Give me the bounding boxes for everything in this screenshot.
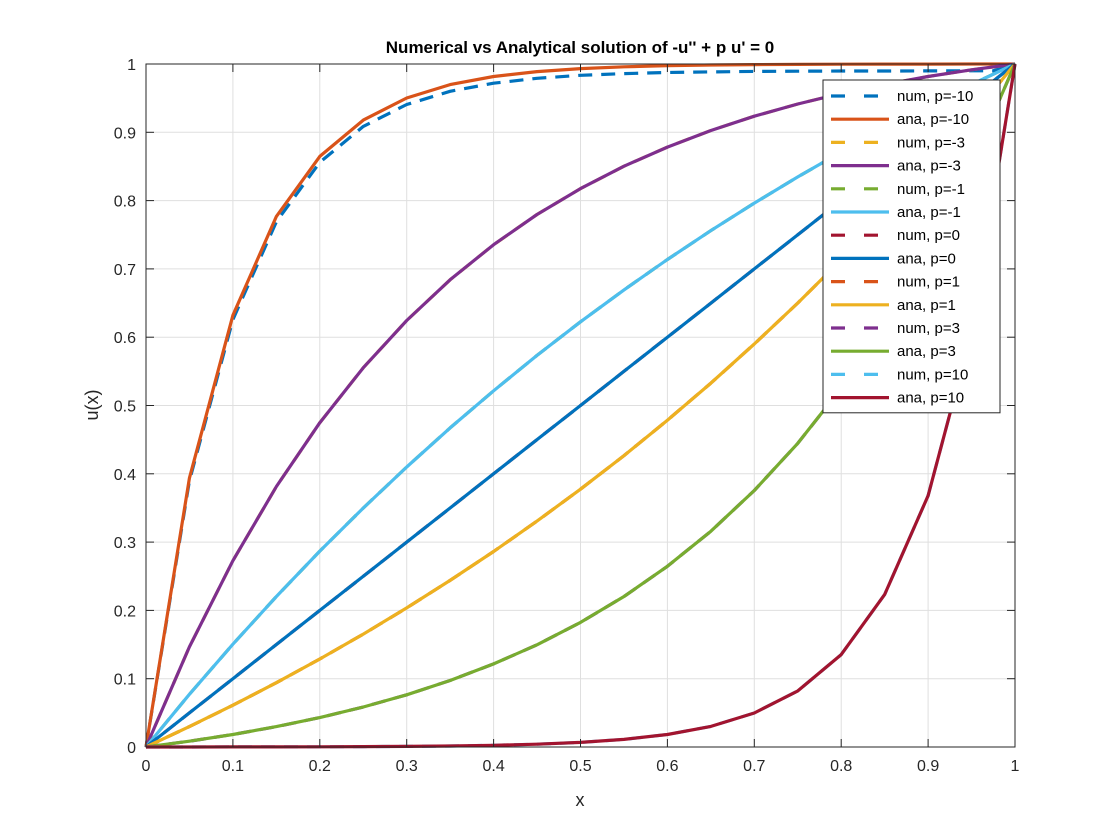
legend-entry: num, p=-1 — [897, 181, 965, 198]
legend-entry: ana, p=3 — [897, 343, 956, 360]
y-axis-label: u(x) — [82, 390, 102, 421]
y-tick-label: 0.5 — [114, 399, 136, 416]
y-tick-label: 1 — [127, 57, 136, 74]
x-tick-label: 0.5 — [569, 758, 591, 775]
legend-entry: num, p=3 — [897, 320, 960, 337]
y-tick-label: 0.9 — [114, 125, 136, 142]
legend-entry: num, p=0 — [897, 227, 960, 244]
legend: num, p=-10 ana, p=-10 num, p=-3 ana, p=-3 nu… — [822, 79, 1001, 414]
y-tick-label: 0.4 — [114, 467, 136, 484]
legend-entry: ana, p=10 — [897, 390, 964, 407]
legend-entry: ana, p=-3 — [897, 158, 961, 175]
legend-entry: ana, p=-1 — [897, 204, 961, 221]
legend-entry: ana, p=0 — [897, 250, 956, 267]
axes: 0 0.1 0.2 0.3 0.4 0.5 0.6 0.7 0.8 0.9 1 0 0.1 0.2 0.3 0… — [114, 57, 1020, 775]
legend-entry: num, p=1 — [897, 274, 960, 291]
x-tick-label: 0.1 — [222, 758, 244, 775]
x-tick-label: 0.8 — [830, 758, 852, 775]
legend-box — [822, 79, 1001, 414]
y-tick-label: 0.7 — [114, 262, 136, 279]
x-tick-label: 0.4 — [482, 758, 504, 775]
y-tick-label: 0.8 — [114, 194, 136, 211]
legend-entry: ana, p=-10 — [897, 111, 969, 128]
x-tick-label: 0.9 — [917, 758, 939, 775]
x-tick-label: 0.2 — [309, 758, 331, 775]
y-tick-label: 0.6 — [114, 330, 136, 347]
y-tick-label: 0.3 — [114, 535, 136, 552]
chart-title: Numerical vs Analytical solution of -u''… — [386, 38, 774, 57]
x-tick-label: 0.3 — [396, 758, 418, 775]
y-tick-label: 0.1 — [114, 672, 136, 689]
x-axis-label: x — [576, 790, 585, 810]
y-tick-label: 0.2 — [114, 603, 136, 620]
series-line-num-p-10 — [144, 62, 1016, 748]
axes-box — [145, 63, 1016, 748]
x-tick-label: 1 — [1011, 758, 1020, 775]
x-tick-label: 0.6 — [656, 758, 678, 775]
legend-entry: num, p=-10 — [897, 88, 973, 105]
y-tick-label: 0 — [127, 740, 136, 757]
legend-entry: num, p=10 — [897, 366, 968, 383]
x-tick-label: 0.7 — [743, 758, 765, 775]
legend-entry: num, p=-3 — [897, 134, 965, 151]
legend-entry: ana, p=1 — [897, 297, 956, 314]
x-tick-label: 0 — [142, 758, 151, 775]
